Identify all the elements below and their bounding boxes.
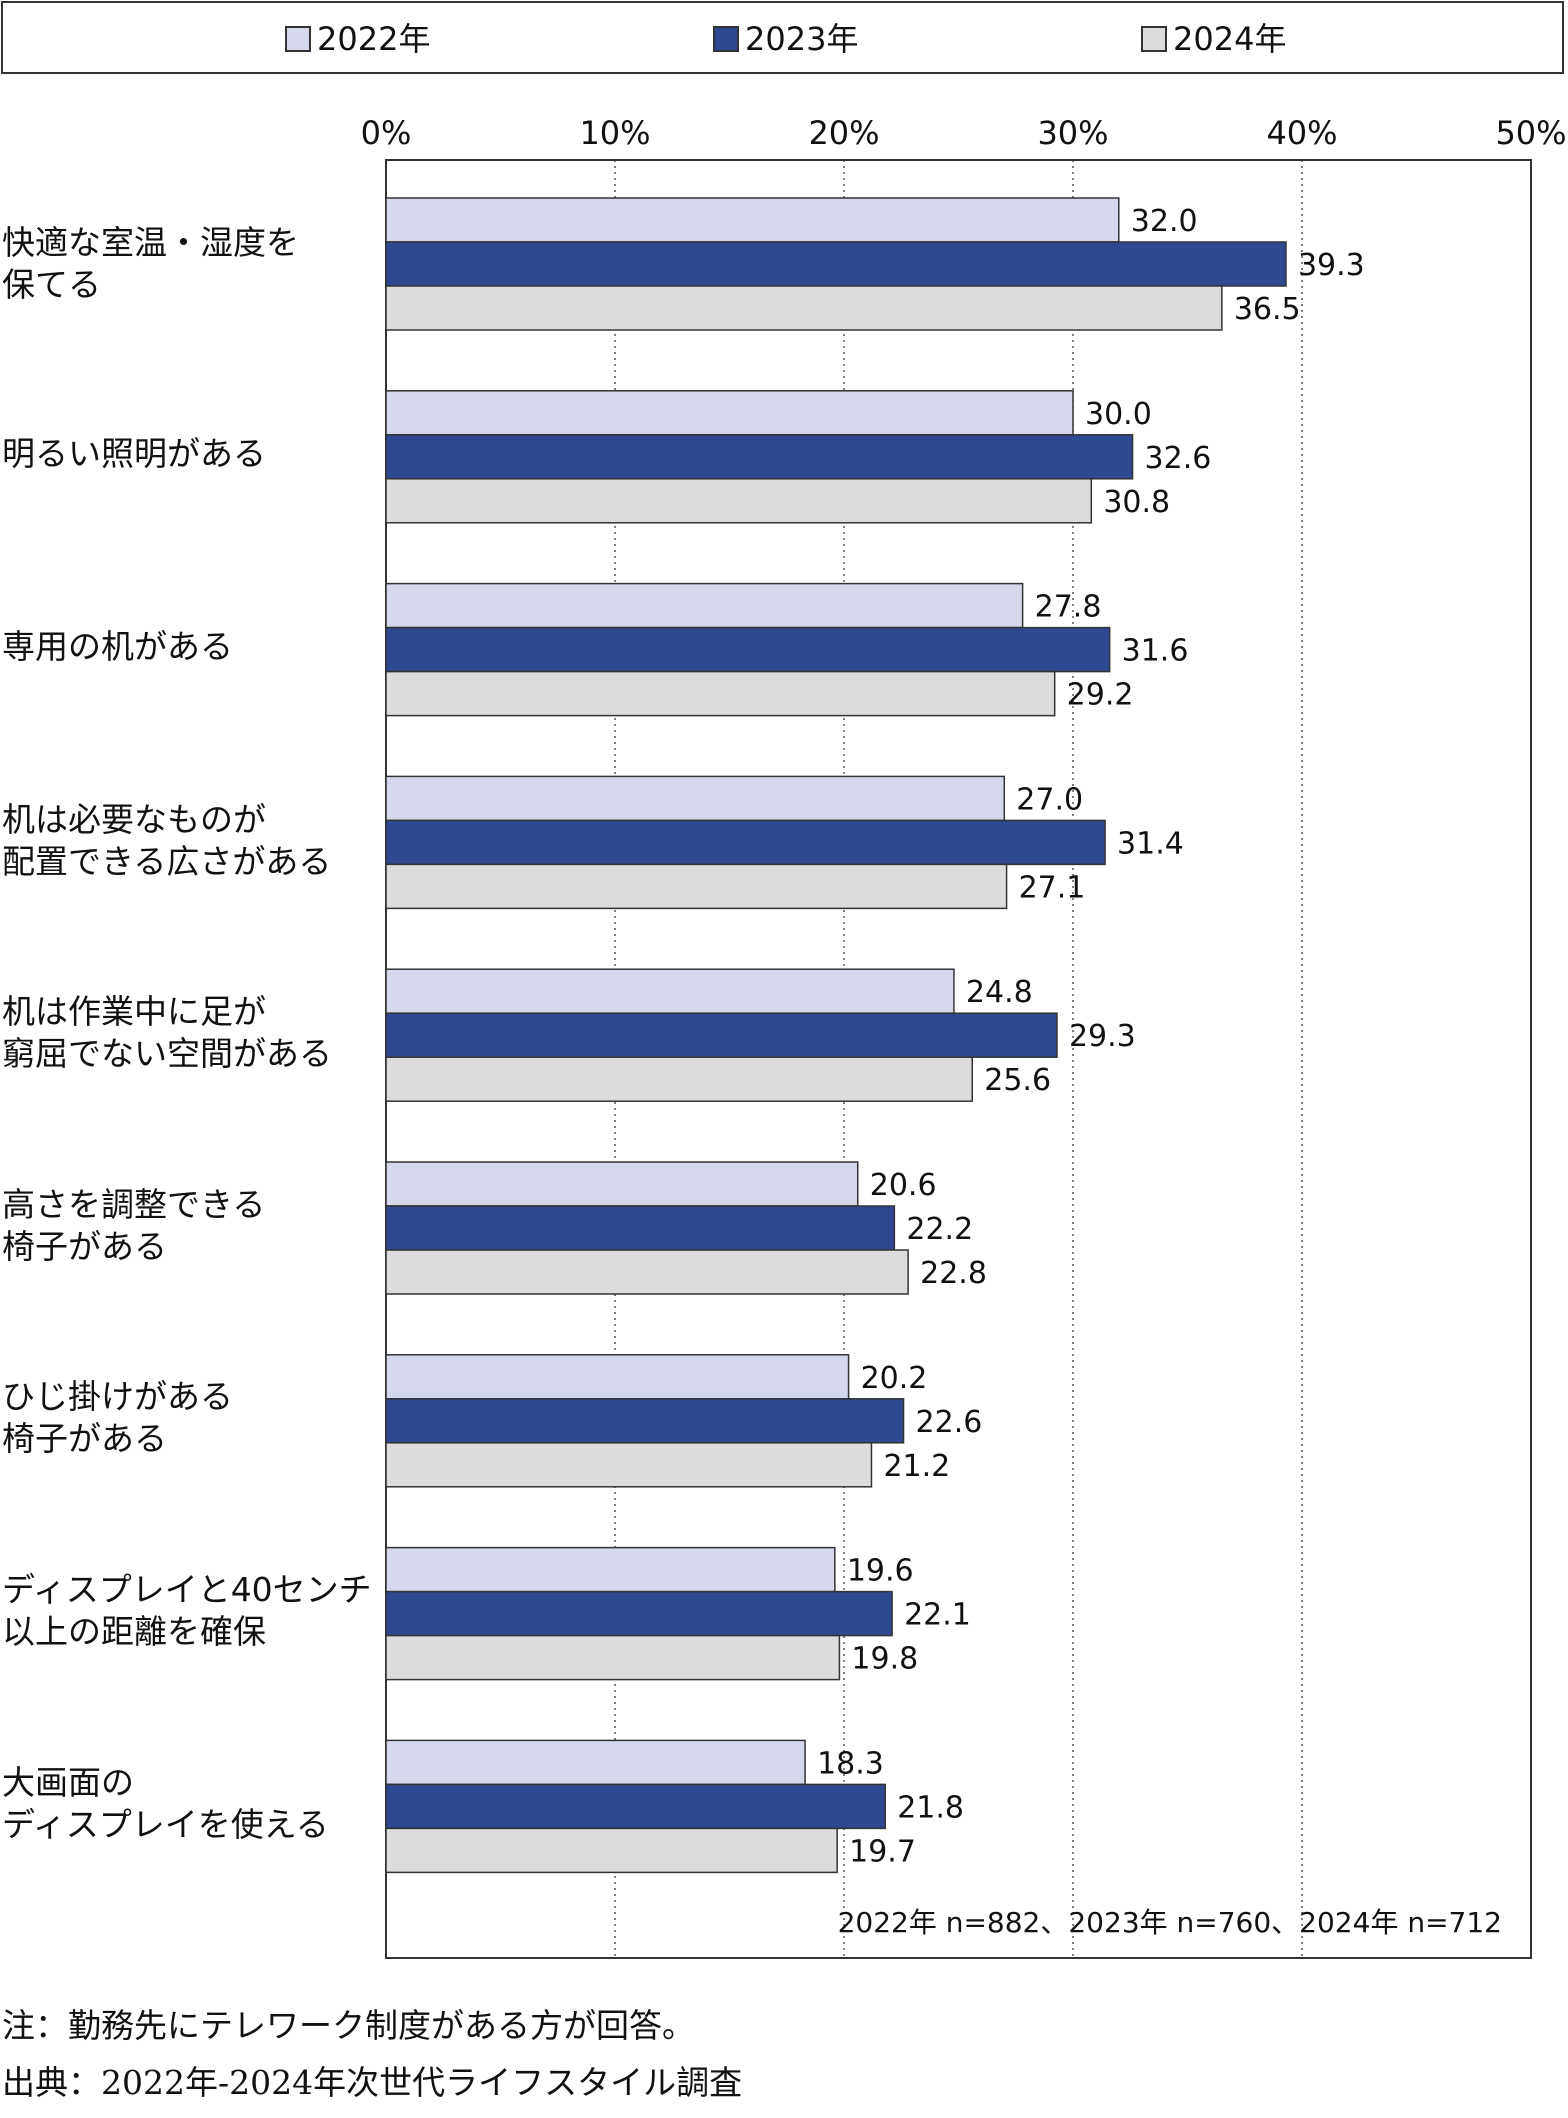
legend-label-2024: 2024年 xyxy=(1173,20,1287,58)
category-label: 大画面の ディスプレイを使える xyxy=(2,1763,329,1844)
category-label: 机は必要なものが 配置できる広さがある xyxy=(2,800,332,881)
legend-label-2023: 2023年 xyxy=(745,20,859,58)
value-label: 29.2 xyxy=(1067,678,1134,713)
tick-label-20: 20% xyxy=(808,114,880,152)
bar xyxy=(385,626,1111,673)
value-label: 21.8 xyxy=(897,1790,964,1825)
legend-swatch-2024 xyxy=(1141,26,1167,52)
legend-swatch-2022 xyxy=(285,26,311,52)
bar xyxy=(385,434,1134,480)
tick-label-50: 50% xyxy=(1495,114,1567,152)
bar xyxy=(385,390,1074,436)
bar xyxy=(385,478,1093,524)
legend-swatch-2023 xyxy=(713,26,739,52)
bar xyxy=(385,197,1120,243)
value-label: 32.6 xyxy=(1145,441,1212,476)
value-label: 36.5 xyxy=(1234,292,1301,327)
bar xyxy=(385,1056,973,1102)
bar xyxy=(385,1546,836,1593)
category-label: ひじ掛けがある 椅子がある xyxy=(2,1377,233,1458)
value-label: 30.8 xyxy=(1103,485,1170,520)
value-label: 21.2 xyxy=(883,1449,950,1484)
value-label: 18.3 xyxy=(817,1746,884,1781)
category-label: 明るい照明がある xyxy=(2,434,266,473)
value-label: 27.8 xyxy=(1035,590,1102,625)
category-label: 机は作業中に足が 窮屈でない空間がある xyxy=(2,992,332,1073)
value-label: 25.6 xyxy=(984,1063,1051,1098)
bar xyxy=(385,1354,850,1400)
value-label: 32.0 xyxy=(1131,204,1198,239)
value-label: 24.8 xyxy=(966,975,1033,1010)
tick-label-30: 30% xyxy=(1037,114,1109,152)
bar xyxy=(385,1012,1058,1058)
sample-size-note: 2022年 n=882、2023年 n=760、2024年 n=712 xyxy=(837,1906,1502,1939)
value-label: 22.6 xyxy=(916,1405,983,1440)
bar xyxy=(385,968,955,1014)
value-label: 39.3 xyxy=(1298,248,1365,283)
bar xyxy=(385,1205,896,1251)
legend-item-2024: 2024年 xyxy=(1141,21,1286,57)
bar xyxy=(385,1398,905,1444)
category-label: ディスプレイと40センチ 以上の距離を確保 xyxy=(2,1570,372,1651)
bar xyxy=(385,1161,859,1207)
bar xyxy=(385,285,1223,331)
bar xyxy=(385,582,1024,629)
value-label: 19.8 xyxy=(851,1642,918,1677)
bar xyxy=(385,1590,893,1637)
bar xyxy=(385,241,1287,287)
bar xyxy=(385,863,1008,910)
value-label: 27.0 xyxy=(1016,782,1083,817)
tick-label-40: 40% xyxy=(1266,114,1338,152)
value-label: 27.1 xyxy=(1019,870,1086,905)
source-note: 出典：2022年-2024年次世代ライフスタイル調査 xyxy=(2,2063,743,2102)
legend-item-2023: 2023年 xyxy=(713,21,858,57)
value-label: 29.3 xyxy=(1069,1019,1136,1054)
tick-label-10: 10% xyxy=(579,114,651,152)
bar xyxy=(385,670,1056,717)
bar xyxy=(385,1442,873,1488)
value-label: 22.2 xyxy=(906,1212,973,1247)
value-label: 19.7 xyxy=(849,1834,916,1869)
bar xyxy=(385,775,1006,822)
bar xyxy=(385,1827,838,1874)
bar xyxy=(385,1783,886,1830)
value-label: 20.2 xyxy=(861,1361,928,1396)
bar xyxy=(385,1739,806,1786)
value-label: 30.0 xyxy=(1085,397,1152,432)
legend-label-2022: 2022年 xyxy=(317,20,431,58)
category-label: 専用の机がある xyxy=(2,627,233,666)
value-label: 19.6 xyxy=(847,1554,914,1589)
bar xyxy=(385,1634,841,1681)
category-label: 高さを調整できる 椅子がある xyxy=(2,1185,266,1266)
value-label: 22.8 xyxy=(920,1256,987,1291)
value-label: 31.4 xyxy=(1117,826,1184,861)
value-label: 22.1 xyxy=(904,1598,971,1633)
footnote: 注：勤務先にテレワーク制度がある方が回答。 xyxy=(2,2006,695,2045)
legend: 2022年 2023年 2024年 xyxy=(1,1,1564,74)
bar xyxy=(385,819,1106,866)
tick-label-0: 0% xyxy=(360,114,412,152)
value-label: 31.6 xyxy=(1122,634,1189,669)
legend-item-2022: 2022年 xyxy=(285,21,430,57)
bar xyxy=(385,1249,909,1295)
value-label: 20.6 xyxy=(870,1168,937,1203)
category-label: 快適な室温・湿度を 保てる xyxy=(2,223,299,304)
